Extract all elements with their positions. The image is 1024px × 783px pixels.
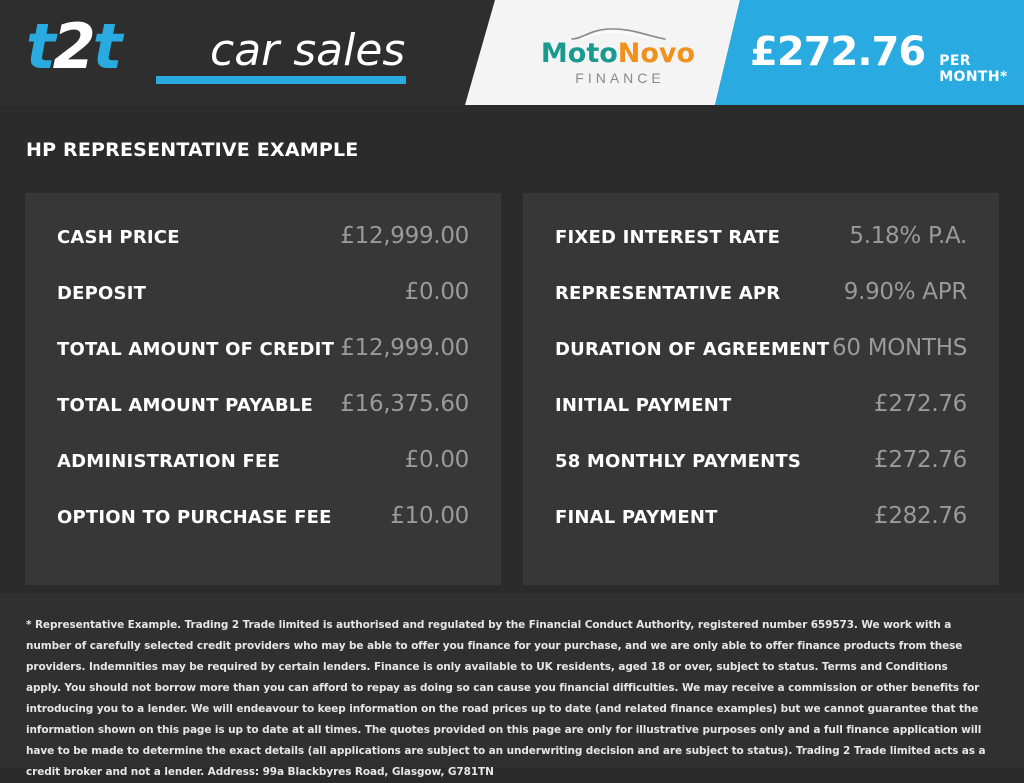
finance-row-value: £272.76 [873, 391, 967, 417]
finance-row: FIXED INTEREST RATE 5.18% P.A. [555, 223, 967, 279]
finance-row: CASH PRICE £12,999.00 [57, 223, 469, 279]
page-header: t2t car sales MotoNovo FINANCE £272.76 P… [0, 0, 1024, 105]
finance-row-value: £0.00 [404, 447, 470, 473]
finance-row-value: £0.00 [404, 279, 470, 305]
logo-digit-two: 2 [52, 10, 96, 83]
finance-row: TOTAL AMOUNT PAYABLE £16,375.60 [57, 391, 469, 447]
finance-row: INITIAL PAYMENT £272.76 [555, 391, 967, 447]
finance-row-value: £282.76 [873, 503, 967, 529]
finance-row-label: DEPOSIT [57, 283, 147, 304]
main-content: HP REPRESENTATIVE EXAMPLE CASH PRICE £12,… [0, 105, 1024, 593]
header-blue-panel [715, 0, 1024, 105]
finance-row: DEPOSIT £0.00 [57, 279, 469, 335]
logo-car-sales-text: car sales [210, 25, 406, 76]
t2t-wordmark: t2t [26, 16, 122, 78]
car-silhouette-icon [571, 28, 666, 40]
finance-row-label: FIXED INTEREST RATE [555, 227, 781, 248]
finance-row-label: 58 MONTHLY PAYMENTS [555, 451, 802, 472]
motonovo-wordmark: MotoNovo [534, 39, 702, 69]
finance-row-value: £272.76 [873, 447, 967, 473]
finance-row: REPRESENTATIVE APR 9.90% APR [555, 279, 967, 335]
header-white-panel [465, 0, 740, 105]
finance-row-value: 9.90% APR [843, 279, 968, 305]
page-title: HP REPRESENTATIVE EXAMPLE [26, 139, 359, 161]
finance-row-label: ADMINISTRATION FEE [57, 451, 280, 472]
finance-row-label: DURATION OF AGREEMENT [555, 339, 830, 360]
page-footer: * Representative Example. Trading 2 Trad… [0, 593, 1024, 778]
finance-row: ADMINISTRATION FEE £0.00 [57, 447, 469, 503]
finance-panels: CASH PRICE £12,999.00 DEPOSIT £0.00 TOTAL AM… [25, 193, 999, 585]
monthly-price-amount: £272.76 [750, 29, 926, 75]
motonovo-finance-text: FINANCE [575, 70, 665, 86]
finance-row-label: REPRESENTATIVE APR [555, 283, 781, 304]
finance-row: TOTAL AMOUNT OF CREDIT £12,999.00 [57, 335, 469, 391]
finance-row-label: INITIAL PAYMENT [555, 395, 732, 416]
logo-underline-bar [156, 76, 406, 84]
finance-row: 58 MONTHLY PAYMENTS £272.76 [555, 447, 967, 503]
motonovo-novo-text: Novo [617, 38, 696, 69]
t2t-car-sales-logo[interactable]: t2t car sales [26, 14, 426, 90]
finance-row-label: CASH PRICE [57, 227, 180, 248]
footer-disclaimer-text: * Representative Example. Trading 2 Trad… [26, 619, 986, 778]
finance-row-label: TOTAL AMOUNT PAYABLE [57, 395, 313, 416]
finance-row-label: FINAL PAYMENT [555, 507, 718, 528]
finance-row: DURATION OF AGREEMENT 60 MONTHS [555, 335, 967, 391]
finance-panel-right: FIXED INTEREST RATE 5.18% P.A. REPRESENTAT… [523, 193, 999, 585]
motonovo-finance-logo: MotoNovo FINANCE [534, 26, 702, 87]
finance-row-value: 60 MONTHS [832, 335, 967, 361]
finance-row-label: OPTION TO PURCHASE FEE [57, 507, 332, 528]
finance-row-label: TOTAL AMOUNT OF CREDIT [57, 339, 335, 360]
finance-row: OPTION TO PURCHASE FEE £10.00 [57, 503, 469, 559]
finance-row-value: 5.18% P.A. [849, 223, 967, 249]
finance-row: FINAL PAYMENT £282.76 [555, 503, 967, 559]
finance-panel-left: CASH PRICE £12,999.00 DEPOSIT £0.00 TOTAL AM… [25, 193, 501, 585]
logo-letter-t-first: t [26, 10, 56, 83]
monthly-price-period: PER MONTH* [939, 53, 1008, 85]
finance-row-value: £12,999.00 [340, 223, 469, 249]
logo-letter-t-second: t [92, 10, 123, 83]
motonovo-moto-text: Moto [540, 38, 618, 69]
finance-row-value: £12,999.00 [340, 335, 469, 361]
finance-row-value: £10.00 [390, 503, 469, 529]
monthly-price-block: £272.76 PER MONTH* [750, 30, 1024, 85]
finance-row-value: £16,375.60 [340, 391, 469, 417]
